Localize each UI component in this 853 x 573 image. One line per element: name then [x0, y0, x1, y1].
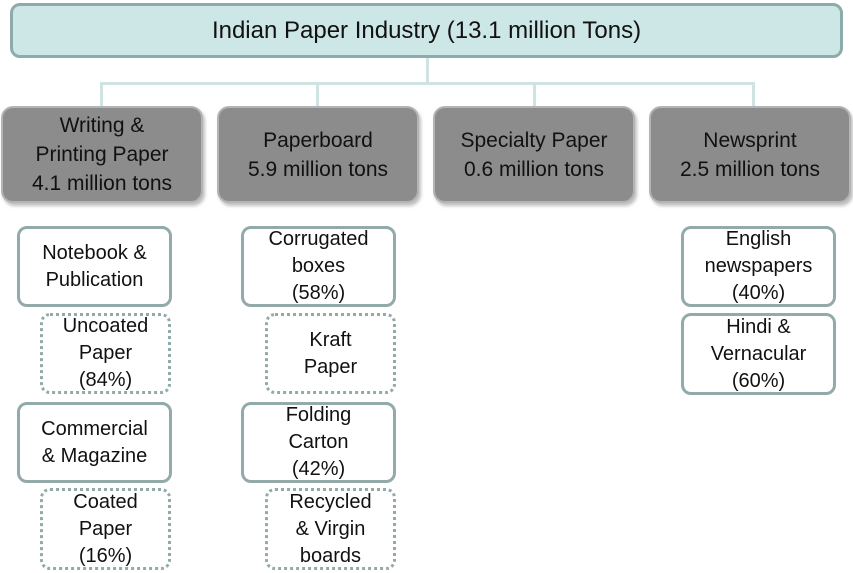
box-commercial-magazine: Commercial & Magazine: [17, 402, 172, 483]
box-recycled-virgin-boards: Recycled & Virgin boards: [265, 488, 396, 570]
category-amount: 4.1 million tons: [31, 172, 173, 195]
box-text: Corrugated boxes (58%): [268, 228, 369, 304]
category-name: Paperboard: [263, 128, 373, 152]
box-english-newspapers: English newspapers (40%): [681, 226, 836, 307]
box-corrugated-boxes: Corrugated boxes (58%): [241, 226, 396, 307]
category-name: Newsprint: [703, 128, 797, 152]
box-text: Notebook & Publication: [42, 241, 147, 291]
category-newsprint: Newsprint 2.5 million tons: [649, 106, 851, 203]
box-kraft-paper: Kraft Paper: [265, 313, 396, 394]
box-hindi-vernacular: Hindi & Vernacular (60%): [681, 313, 836, 395]
box-text: Folding Carton (42%): [285, 404, 352, 480]
box-text: Uncoated Paper (84%): [62, 315, 149, 391]
connector-paperboard: [316, 82, 319, 106]
connector-specialty: [533, 82, 536, 106]
category-specialty-paper: Specialty Paper 0.6 million tons: [433, 106, 635, 203]
category-amount: 5.9 million tons: [247, 157, 389, 181]
category-writing-printing: Writing & Printing Paper 4.1 million ton…: [1, 106, 203, 203]
box-text: Kraft Paper: [303, 328, 358, 378]
box-uncoated-paper: Uncoated Paper (84%): [40, 313, 171, 394]
box-text: Hindi & Vernacular (60%): [710, 315, 807, 392]
category-name: Specialty Paper: [460, 128, 608, 152]
box-text: Coated Paper (16%): [73, 490, 138, 567]
box-coated-paper: Coated Paper (16%): [40, 488, 171, 570]
box-text: Recycled & Virgin boards: [289, 490, 372, 567]
connector-horizontal: [100, 82, 755, 85]
category-amount: 2.5 million tons: [679, 157, 821, 181]
box-notebook-publication: Notebook & Publication: [17, 226, 172, 307]
category-paperboard: Paperboard 5.9 million tons: [217, 106, 419, 203]
box-folding-carton: Folding Carton (42%): [241, 402, 396, 483]
box-text: English newspapers (40%): [704, 228, 813, 304]
connector-vertical-root: [426, 58, 429, 82]
diagram-title: Indian Paper Industry (13.1 million Tons…: [10, 3, 843, 58]
connector-newsprint: [752, 82, 755, 106]
category-name: Writing & Printing Paper: [35, 114, 169, 166]
box-text: Commercial & Magazine: [41, 417, 148, 467]
category-amount: 0.6 million tons: [463, 157, 605, 181]
diagram-title-text: Indian Paper Industry (13.1 million Tons…: [211, 17, 642, 44]
connector-writing: [100, 82, 103, 106]
